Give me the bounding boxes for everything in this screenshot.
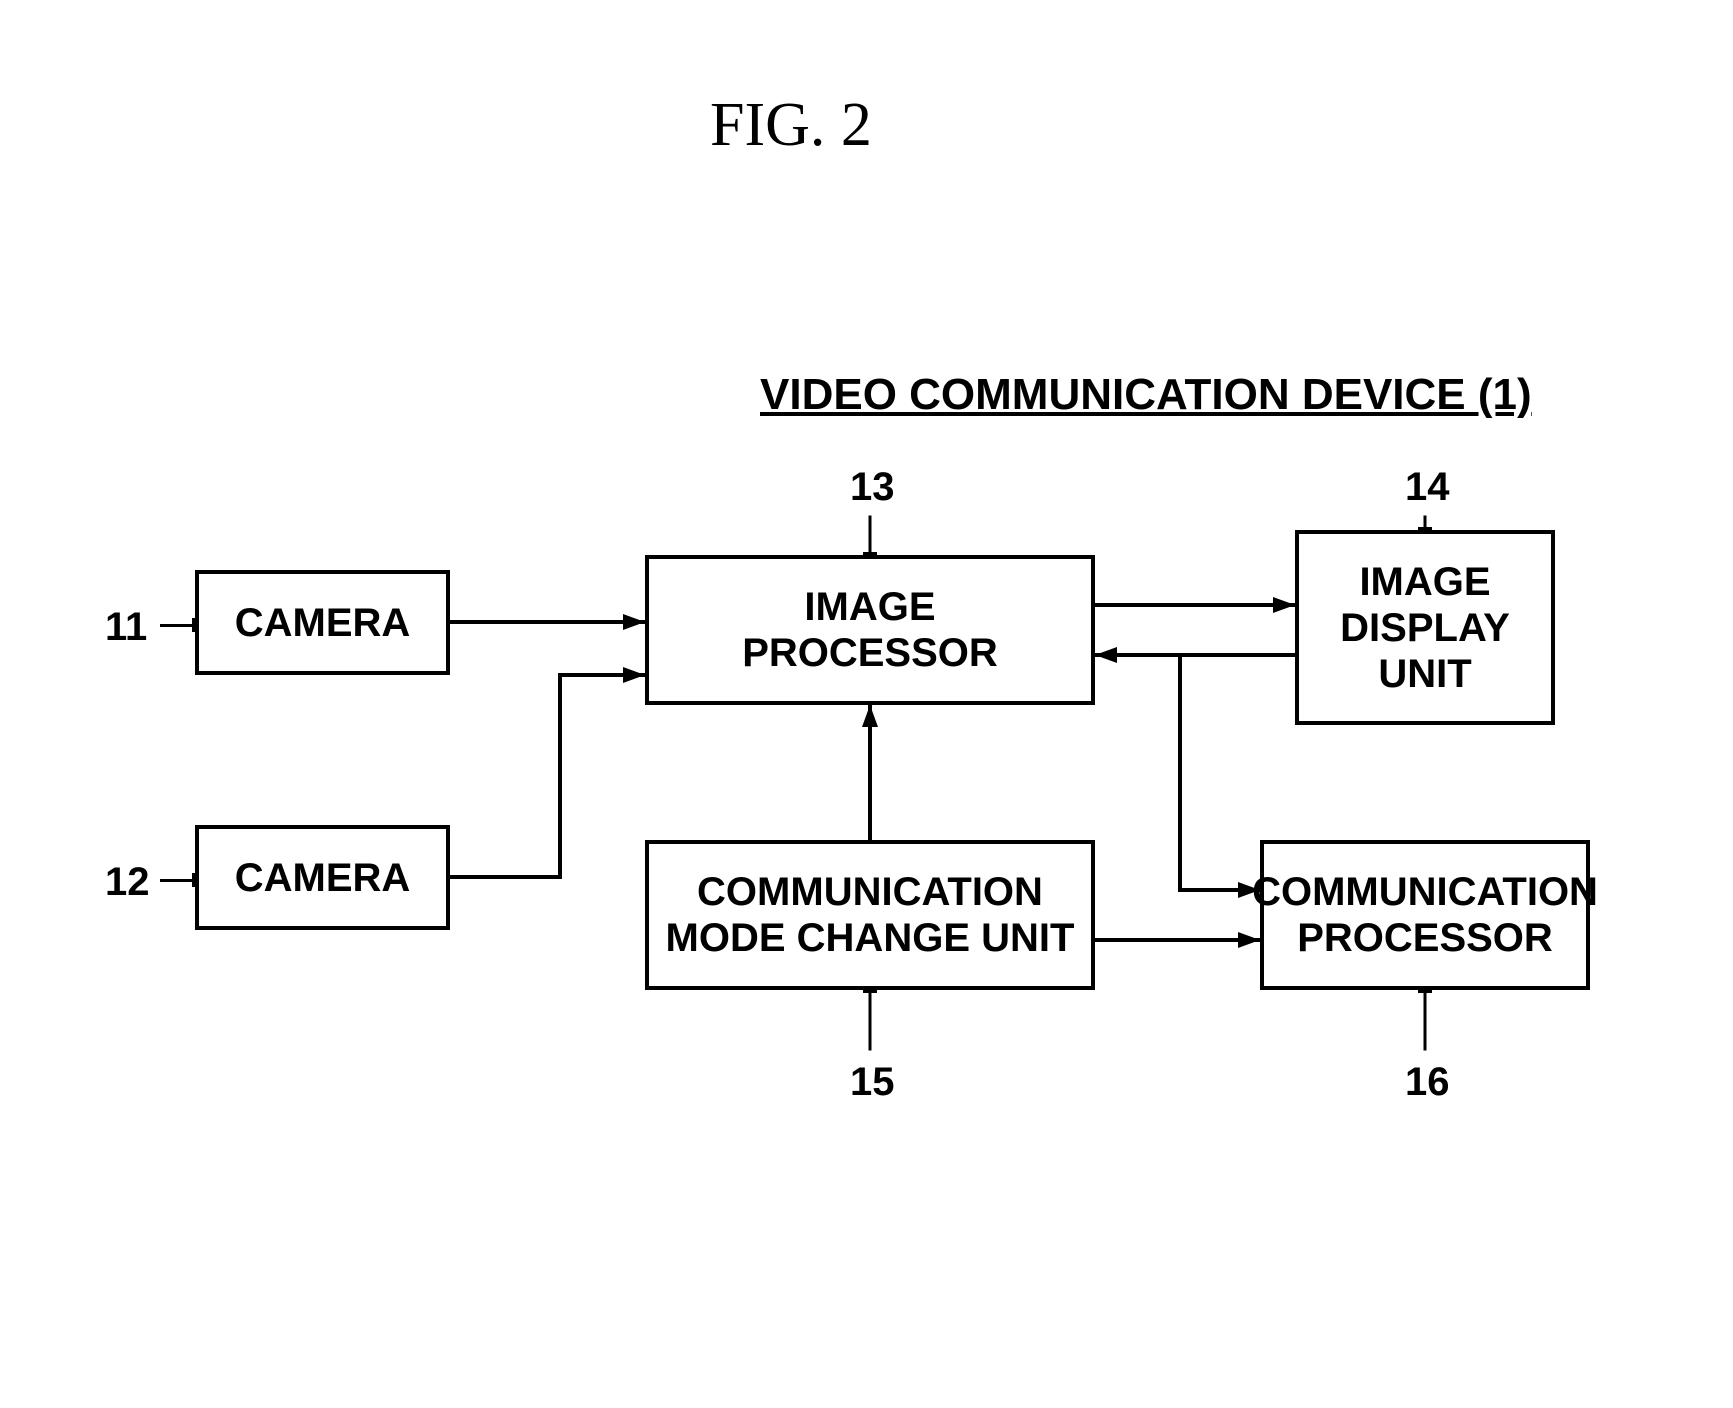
block-camera2: CAMERA [195, 825, 450, 930]
ref-label-r14: 14 [1405, 465, 1450, 510]
block-image-display: IMAGE DISPLAY UNIT [1295, 530, 1555, 725]
leader-line [869, 990, 872, 1050]
leader-line [160, 624, 195, 627]
ref-label-r15: 15 [850, 1060, 895, 1105]
arrowhead-icon [1273, 597, 1295, 613]
leader-tick [1418, 990, 1432, 993]
arrowhead-icon [623, 614, 645, 630]
ref-label-r12: 12 [105, 860, 150, 905]
device-title: VIDEO COMMUNICATION DEVICE (1) [760, 370, 1532, 420]
leader-tick [192, 618, 195, 632]
leader-tick [192, 873, 195, 887]
ref-label-r16: 16 [1405, 1060, 1450, 1105]
leader-tick [1418, 527, 1432, 530]
block-image-processor: IMAGE PROCESSOR [645, 555, 1095, 705]
leader-tick [863, 990, 877, 993]
block-comm-processor: COMMUNICATION PROCESSOR [1260, 840, 1590, 990]
diagram-canvas: FIG. 2 VIDEO COMMUNICATION DEVICE (1) CAME… [0, 0, 1733, 1408]
leader-line [1424, 990, 1427, 1050]
ref-label-r11: 11 [105, 605, 147, 650]
ref-label-r13: 13 [850, 465, 895, 510]
block-mode-change: COMMUNICATION MODE CHANGE UNIT [645, 840, 1095, 990]
block-camera1: CAMERA [195, 570, 450, 675]
leader-line [869, 515, 872, 555]
arrowhead-icon [1095, 647, 1117, 663]
connector-c13-16-down [1180, 655, 1260, 890]
leader-tick [863, 552, 877, 555]
figure-title: FIG. 2 [710, 90, 872, 161]
connector-c12-13 [450, 675, 645, 877]
arrowhead-icon [623, 667, 645, 683]
leader-line [160, 879, 195, 882]
arrowhead-icon [862, 705, 878, 727]
